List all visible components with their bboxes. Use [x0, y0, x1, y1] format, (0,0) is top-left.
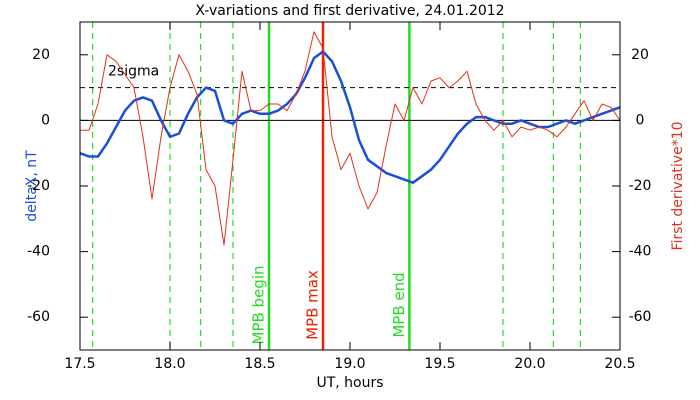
chart-title: X-variations and first derivative, 24.01… — [195, 3, 504, 19]
y-tick-label: -20 — [27, 178, 50, 194]
y-axis-label: deltaX, nT — [24, 150, 40, 222]
x-tick-label: 20.0 — [514, 356, 545, 372]
y2-tick-label: 20 — [631, 47, 649, 63]
y-tick-label: 0 — [41, 112, 50, 128]
x-tick-label: 20.5 — [604, 356, 635, 372]
data-line — [79, 50, 621, 184]
y2-tick-label: -60 — [629, 309, 652, 325]
x-tick-label: 18.0 — [154, 356, 185, 372]
y-tick-label: -40 — [27, 244, 50, 260]
y2-tick-label: -40 — [629, 244, 652, 260]
x-tick-label: 19.0 — [334, 356, 365, 372]
reference-label: MPB begin — [250, 266, 268, 345]
plot-frame — [79, 21, 621, 351]
y-tick-label: -60 — [27, 309, 50, 325]
y2-tick-label: -20 — [629, 178, 652, 194]
x-tick-label: 18.5 — [244, 356, 275, 372]
y2-axis-label: First derivative*10 — [670, 121, 686, 250]
reference-label: 2sigma — [108, 64, 159, 80]
y-tick-label: 20 — [32, 47, 50, 63]
x-axis-label: UT, hours — [316, 375, 383, 391]
reference-label: MPB max — [304, 270, 322, 340]
data-line — [80, 31, 621, 246]
x-tick-label: 19.5 — [424, 356, 455, 372]
x-tick-label: 17.5 — [64, 356, 95, 372]
reference-label: MPB end — [390, 272, 408, 337]
y2-tick-label: 0 — [636, 112, 645, 128]
